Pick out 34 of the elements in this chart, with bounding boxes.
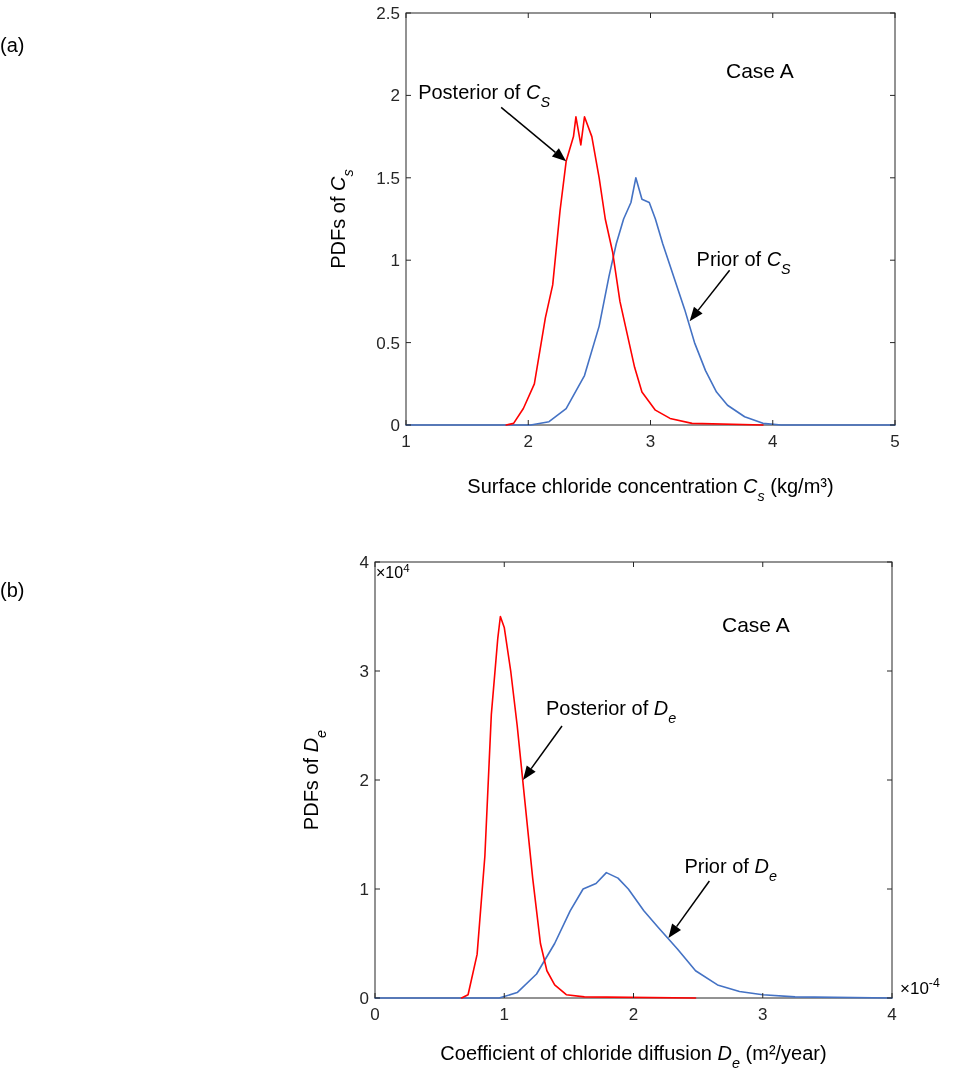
x-tick-label: 2 (628, 1005, 639, 1024)
x-tick-label: 3 (645, 432, 656, 451)
x-tick-label: 4 (887, 1005, 897, 1024)
y-tick-label: 2.5 (376, 3, 400, 23)
annotation: Prior of D$_{e}$ (684, 855, 777, 885)
text: (b) (0, 579, 25, 601)
y-tick-label: 0 (359, 988, 369, 1008)
x-tick-label: 3 (758, 1005, 768, 1024)
x-axis-title: Surface chloride concentration C$_{s}$ (kg/m³) (467, 475, 834, 504)
text: ×10$^{-4}$ (900, 976, 940, 998)
y-tick-label: 2 (390, 86, 400, 106)
y-tick-label: 0 (390, 415, 400, 435)
line-series (505, 116, 764, 426)
y-tick-label: 1 (390, 251, 400, 271)
y-tick-label: 3 (359, 661, 369, 681)
x-tick-label: 2 (523, 432, 533, 451)
y-tick-label: 1 (359, 879, 369, 899)
annotation: Case A (726, 59, 794, 82)
line-series (405, 177, 896, 426)
annotation: ×10$^{4}$ (376, 562, 411, 581)
x-tick-label: 4 (768, 432, 778, 451)
annotation: Case A (722, 613, 790, 636)
x-tick-label: 1 (499, 1005, 509, 1024)
y-tick-label: 0.5 (376, 333, 400, 353)
text: (a) (0, 34, 25, 56)
y-tick-label: 4 (359, 552, 369, 572)
y-tick-label: 1.5 (376, 168, 400, 188)
annotation: Posterior of D$_{e}$ (545, 697, 677, 726)
annotation: Posterior of C$_{S}$ (418, 81, 551, 111)
y-tick-label: 2 (359, 770, 369, 790)
line-series (374, 871, 893, 999)
x-axis-title: Coefficient of chloride diffusion D$_{e}$ (m²/year) (440, 1042, 827, 1071)
annotation: Prior of C$_{S}$ (696, 248, 792, 278)
x-tick-label: 5 (890, 432, 900, 451)
